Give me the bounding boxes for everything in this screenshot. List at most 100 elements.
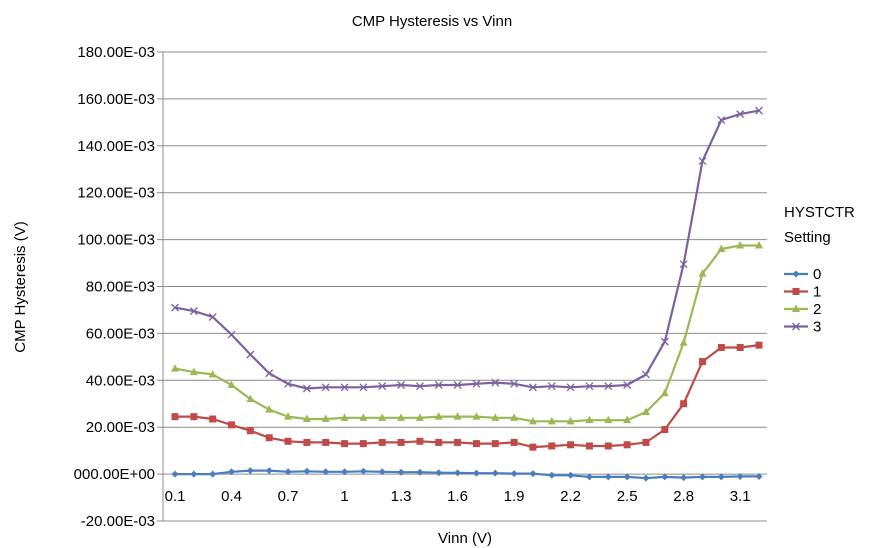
data-point [435, 469, 443, 477]
y-axis-ticks: -20.00E-03 000.00E+00 20.00E-03 40.00E-03 60… [74, 44, 155, 530]
data-point-stroke [679, 260, 688, 269]
data-point [717, 343, 725, 351]
data-point [792, 270, 800, 278]
data-point [190, 413, 198, 421]
data-point [453, 381, 462, 389]
y-tick-label: 60.00E-03 [86, 325, 155, 342]
data-point [302, 384, 311, 393]
data-point-stroke [585, 382, 594, 391]
data-point [661, 473, 669, 481]
data-point-stroke [660, 337, 669, 346]
data-point-stroke [265, 369, 274, 378]
data-point [359, 413, 368, 421]
data-point [246, 394, 255, 403]
data-point [453, 412, 462, 420]
data-point [434, 412, 443, 420]
data-point [341, 468, 349, 476]
data-point [736, 110, 745, 119]
data-point [472, 379, 481, 388]
data-point [321, 383, 330, 392]
x-axis-title: Vinn (V) [438, 530, 492, 547]
data-point-stroke [378, 382, 387, 391]
data-point [359, 440, 367, 448]
y-tick-label: 000.00E+00 [74, 466, 155, 483]
data-point [717, 473, 725, 481]
data-point [660, 388, 669, 397]
data-point [415, 413, 424, 421]
data-point [680, 474, 688, 482]
data-point [416, 437, 424, 445]
data-point-stroke [340, 383, 349, 392]
data-point [623, 415, 632, 424]
y-tick-label: 120.00E-03 [77, 185, 155, 202]
data-point [548, 471, 556, 479]
data-point [340, 413, 349, 421]
series-group [171, 106, 763, 482]
data-point [284, 412, 293, 420]
y-tick-label: 180.00E-03 [77, 44, 155, 61]
data-point [209, 415, 217, 423]
data-point-stroke [755, 106, 763, 115]
legend-item-3: 3 [784, 319, 821, 336]
data-point [227, 380, 236, 388]
data-point-stroke [415, 382, 424, 391]
data-point-stroke [623, 381, 632, 389]
data-point [171, 364, 179, 372]
legend-item-1: 1 [784, 284, 821, 301]
data-point [755, 240, 763, 249]
data-point [717, 244, 726, 252]
data-point-stroke [208, 313, 217, 321]
x-tick-label: 2.5 [617, 488, 638, 505]
data-point [585, 382, 594, 391]
data-point-stroke [736, 110, 745, 119]
data-point [397, 381, 406, 389]
data-point [660, 337, 669, 346]
data-point-stroke [246, 350, 255, 359]
data-point-stroke [171, 303, 179, 312]
data-point [510, 470, 518, 478]
data-point-stroke [547, 382, 556, 391]
data-point [208, 369, 217, 378]
data-point [604, 382, 613, 391]
y-axis-title: CMP Hysteresis (V) [12, 221, 29, 352]
data-point [698, 269, 707, 277]
data-point [284, 379, 292, 388]
data-point-stroke [510, 379, 519, 388]
data-point [755, 472, 763, 480]
y-tick-label: -20.00E-03 [81, 513, 155, 530]
x-tick-label: 1.6 [447, 488, 468, 505]
series-3 [171, 106, 763, 393]
data-point [246, 350, 255, 359]
data-point [435, 438, 443, 446]
data-point [378, 382, 387, 391]
data-point-stroke [698, 157, 707, 166]
data-point [698, 358, 706, 366]
data-point-stroke [227, 330, 236, 339]
data-point [322, 468, 330, 476]
series-2 [171, 240, 763, 425]
data-point [661, 426, 669, 434]
series-line [174, 109, 760, 390]
legend-title-line1: HYSTCTR [784, 204, 855, 221]
data-point-stroke [717, 116, 726, 124]
data-point [265, 405, 274, 413]
data-point [416, 468, 424, 476]
data-point [284, 437, 292, 445]
data-point [265, 434, 273, 442]
data-point [190, 470, 198, 478]
data-point [792, 288, 800, 295]
data-point [472, 440, 480, 448]
series-line [174, 244, 759, 423]
data-point [321, 414, 330, 422]
data-point [679, 338, 688, 346]
data-point [604, 415, 613, 424]
data-point [567, 441, 575, 449]
series-line [175, 344, 760, 449]
data-point [228, 468, 236, 476]
data-point [641, 407, 650, 415]
gridlines [157, 51, 767, 522]
series-1 [171, 341, 763, 451]
data-point [378, 438, 386, 446]
